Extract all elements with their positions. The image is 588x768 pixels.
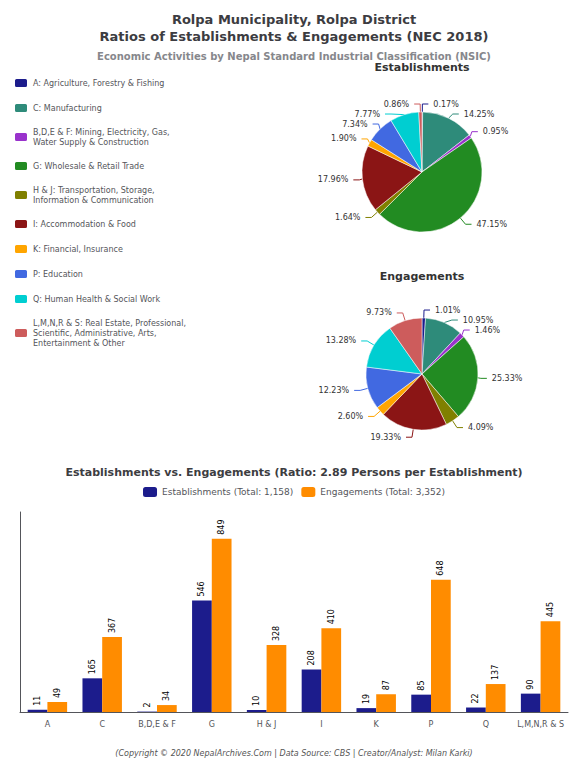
- svg-text:Information & Communication: Information & Communication: [33, 196, 154, 205]
- svg-text:4.09%: 4.09%: [468, 423, 494, 432]
- svg-text:445: 445: [546, 602, 555, 617]
- svg-text:17.96%: 17.96%: [318, 175, 349, 184]
- svg-text:10: 10: [252, 696, 261, 706]
- svg-text:K: K: [374, 720, 380, 729]
- svg-text:2: 2: [143, 702, 152, 707]
- svg-text:367: 367: [108, 618, 117, 633]
- svg-text:2.60%: 2.60%: [338, 412, 364, 421]
- svg-text:C: Manufacturing: C: Manufacturing: [33, 104, 102, 113]
- svg-text:208: 208: [307, 650, 316, 665]
- svg-text:G: G: [209, 720, 215, 729]
- svg-text:47.15%: 47.15%: [477, 220, 508, 229]
- svg-text:90: 90: [526, 679, 535, 689]
- svg-text:87: 87: [382, 680, 391, 690]
- svg-text:L,M,N,R & S: Real Estate, Prof: L,M,N,R & S: Real Estate, Professional,: [33, 319, 186, 328]
- svg-text:34: 34: [162, 691, 171, 701]
- svg-text:12.23%: 12.23%: [319, 386, 350, 395]
- svg-text:I: Accommodation & Food: I: Accommodation & Food: [33, 220, 136, 229]
- svg-text:(Copyright © 2020 NepalArchive: (Copyright © 2020 NepalArchives.Com | Da…: [115, 749, 472, 758]
- svg-text:Q: Human Health & Social Work: Q: Human Health & Social Work: [33, 295, 160, 304]
- svg-text:49: 49: [53, 688, 62, 698]
- svg-text:1.64%: 1.64%: [335, 213, 361, 222]
- svg-text:85: 85: [417, 680, 426, 690]
- svg-text:849: 849: [217, 519, 226, 534]
- svg-text:Water Supply & Construction: Water Supply & Construction: [33, 138, 149, 147]
- svg-text:B,D,E & F: Mining, Electricity: B,D,E & F: Mining, Electricity, Gas,: [33, 128, 170, 137]
- svg-text:H & J: H & J: [257, 720, 277, 729]
- svg-text:Scientific, Administrative, Ar: Scientific, Administrative, Arts,: [33, 329, 157, 338]
- svg-text:7.77%: 7.77%: [355, 110, 381, 119]
- svg-text:Entertainment & Other: Entertainment & Other: [33, 339, 125, 348]
- svg-text:Q: Q: [483, 720, 489, 729]
- svg-text:L,M,N,R & S: L,M,N,R & S: [517, 720, 564, 729]
- svg-text:9.73%: 9.73%: [366, 308, 392, 317]
- svg-text:165: 165: [88, 659, 97, 674]
- svg-text:B,D,E & F: B,D,E & F: [138, 720, 176, 729]
- svg-text:Establishments: Establishments: [374, 61, 470, 74]
- svg-text:Engagements (Total: 3,352): Engagements (Total: 3,352): [320, 487, 445, 497]
- svg-text:546: 546: [197, 581, 206, 596]
- svg-text:0.95%: 0.95%: [483, 127, 509, 136]
- svg-text:1.46%: 1.46%: [475, 326, 501, 335]
- svg-text:Establishments vs. Engagements: Establishments vs. Engagements (Ratio: 2…: [65, 466, 522, 479]
- svg-text:Engagements: Engagements: [380, 270, 465, 283]
- svg-text:Ratios of Establishments & Eng: Ratios of Establishments & Engagements (…: [100, 29, 489, 44]
- svg-text:Rolpa Municipality, Rolpa Dist: Rolpa Municipality, Rolpa District: [172, 12, 416, 27]
- svg-text:7.34%: 7.34%: [342, 120, 368, 129]
- svg-text:G: Wholesale & Retail Trade: G: Wholesale & Retail Trade: [33, 162, 144, 171]
- svg-text:137: 137: [491, 665, 500, 680]
- svg-text:0.17%: 0.17%: [433, 100, 459, 109]
- svg-text:13.28%: 13.28%: [326, 336, 357, 345]
- svg-text:A: Agriculture, Forestry & Fis: A: Agriculture, Forestry & Fishing: [33, 79, 164, 88]
- svg-text:22: 22: [471, 693, 480, 703]
- svg-text:A: A: [45, 720, 51, 729]
- svg-text:Establishments (Total: 1,158): Establishments (Total: 1,158): [162, 487, 293, 497]
- svg-text:648: 648: [436, 560, 445, 575]
- svg-text:19.33%: 19.33%: [370, 433, 401, 442]
- svg-text:Economic Activities by Nepal S: Economic Activities by Nepal Standard In…: [97, 51, 491, 62]
- svg-text:0.86%: 0.86%: [384, 100, 410, 109]
- svg-text:C: C: [99, 720, 105, 729]
- svg-text:328: 328: [272, 626, 281, 641]
- svg-text:10.95%: 10.95%: [463, 316, 494, 325]
- svg-text:K: Financial, Insurance: K: Financial, Insurance: [33, 245, 123, 254]
- svg-text:14.25%: 14.25%: [464, 110, 495, 119]
- svg-text:1.01%: 1.01%: [435, 306, 461, 315]
- svg-text:P: P: [429, 720, 434, 729]
- svg-text:410: 410: [327, 609, 336, 624]
- svg-text:H & J: Transportation, Storage: H & J: Transportation, Storage,: [33, 186, 155, 195]
- svg-text:25.33%: 25.33%: [492, 374, 523, 383]
- svg-text:11: 11: [33, 696, 42, 706]
- svg-text:1.90%: 1.90%: [331, 134, 357, 143]
- svg-text:I: I: [320, 720, 322, 729]
- svg-text:P: Education: P: Education: [33, 270, 83, 279]
- svg-text:19: 19: [362, 694, 371, 704]
